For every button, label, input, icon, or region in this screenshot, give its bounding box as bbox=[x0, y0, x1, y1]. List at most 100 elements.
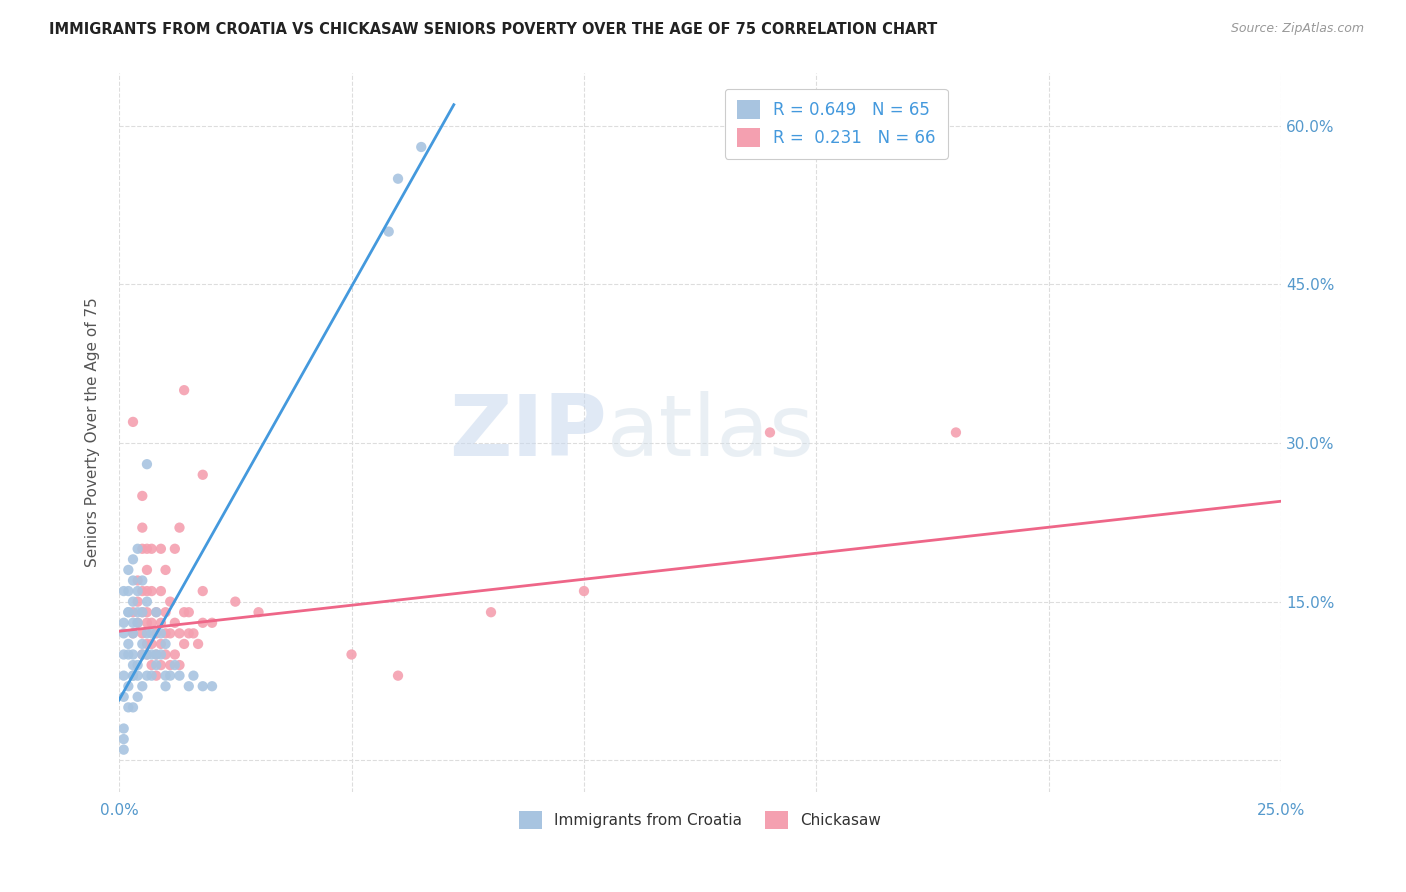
Point bbox=[117, 584, 139, 599]
Point bbox=[112, 742, 135, 756]
Point bbox=[141, 648, 163, 662]
Point bbox=[169, 668, 191, 682]
Point bbox=[112, 722, 135, 736]
Point bbox=[131, 605, 153, 619]
Point bbox=[117, 563, 139, 577]
Point bbox=[387, 668, 409, 682]
Point bbox=[117, 605, 139, 619]
Point bbox=[149, 584, 172, 599]
Point bbox=[191, 467, 214, 482]
Point bbox=[145, 605, 167, 619]
Point bbox=[145, 626, 167, 640]
Point bbox=[122, 668, 145, 682]
Point bbox=[149, 658, 172, 673]
Point bbox=[122, 648, 145, 662]
Text: Source: ZipAtlas.com: Source: ZipAtlas.com bbox=[1230, 22, 1364, 36]
Point bbox=[112, 690, 135, 704]
Point bbox=[149, 648, 172, 662]
Point bbox=[163, 648, 186, 662]
Point bbox=[131, 679, 153, 693]
Point bbox=[173, 605, 195, 619]
Point bbox=[122, 605, 145, 619]
Point bbox=[127, 668, 149, 682]
Point bbox=[155, 637, 177, 651]
Point bbox=[224, 594, 246, 608]
Point bbox=[112, 648, 135, 662]
Point bbox=[572, 584, 595, 599]
Point bbox=[127, 541, 149, 556]
Point bbox=[191, 679, 214, 693]
Point bbox=[411, 140, 433, 154]
Point bbox=[145, 648, 167, 662]
Point bbox=[377, 225, 399, 239]
Point bbox=[387, 171, 409, 186]
Point bbox=[112, 732, 135, 747]
Point bbox=[479, 605, 502, 619]
Point bbox=[141, 658, 163, 673]
Point bbox=[183, 626, 205, 640]
Point bbox=[136, 648, 159, 662]
Point bbox=[155, 679, 177, 693]
Point bbox=[112, 626, 135, 640]
Point bbox=[131, 521, 153, 535]
Point bbox=[177, 679, 200, 693]
Point bbox=[117, 700, 139, 714]
Point bbox=[136, 637, 159, 651]
Point bbox=[112, 668, 135, 682]
Point bbox=[201, 615, 224, 630]
Point bbox=[131, 648, 153, 662]
Point bbox=[141, 584, 163, 599]
Point bbox=[122, 415, 145, 429]
Point bbox=[117, 605, 139, 619]
Y-axis label: Seniors Poverty Over the Age of 75: Seniors Poverty Over the Age of 75 bbox=[86, 298, 100, 567]
Point bbox=[112, 584, 135, 599]
Point bbox=[122, 615, 145, 630]
Point bbox=[122, 574, 145, 588]
Point bbox=[155, 648, 177, 662]
Point bbox=[122, 552, 145, 566]
Point bbox=[141, 626, 163, 640]
Text: atlas: atlas bbox=[607, 391, 815, 474]
Point bbox=[136, 626, 159, 640]
Point bbox=[141, 637, 163, 651]
Point bbox=[127, 658, 149, 673]
Point bbox=[145, 605, 167, 619]
Point bbox=[145, 648, 167, 662]
Point bbox=[127, 690, 149, 704]
Point bbox=[149, 626, 172, 640]
Point bbox=[117, 679, 139, 693]
Point bbox=[131, 574, 153, 588]
Point bbox=[201, 679, 224, 693]
Point bbox=[247, 605, 270, 619]
Point bbox=[131, 626, 153, 640]
Point bbox=[117, 637, 139, 651]
Point bbox=[117, 648, 139, 662]
Point bbox=[141, 668, 163, 682]
Point bbox=[191, 615, 214, 630]
Point bbox=[122, 700, 145, 714]
Point bbox=[177, 626, 200, 640]
Point bbox=[163, 615, 186, 630]
Point bbox=[127, 594, 149, 608]
Point bbox=[127, 615, 149, 630]
Point bbox=[149, 541, 172, 556]
Point bbox=[136, 457, 159, 471]
Point bbox=[183, 668, 205, 682]
Point bbox=[131, 648, 153, 662]
Point bbox=[155, 563, 177, 577]
Point bbox=[122, 626, 145, 640]
Point bbox=[155, 668, 177, 682]
Point bbox=[159, 658, 181, 673]
Point bbox=[122, 594, 145, 608]
Point bbox=[131, 605, 153, 619]
Legend: Immigrants from Croatia, Chickasaw: Immigrants from Croatia, Chickasaw bbox=[513, 805, 887, 835]
Point bbox=[136, 594, 159, 608]
Point bbox=[131, 489, 153, 503]
Point bbox=[169, 521, 191, 535]
Point bbox=[187, 637, 209, 651]
Point bbox=[945, 425, 967, 440]
Text: ZIP: ZIP bbox=[450, 391, 607, 474]
Point bbox=[127, 605, 149, 619]
Point bbox=[122, 626, 145, 640]
Point bbox=[136, 563, 159, 577]
